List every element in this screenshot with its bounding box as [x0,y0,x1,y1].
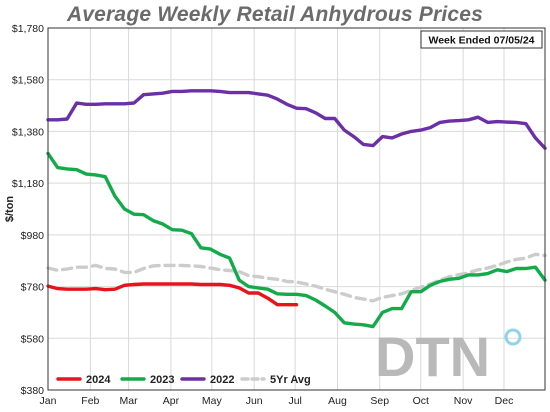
x-tick-label: Nov [454,395,473,407]
legend-item: 2024 [56,374,111,386]
y-tick-label: $580 [21,333,45,345]
plot-border [47,27,546,391]
series-line-2024 [46,282,299,307]
legend-label: 2023 [150,374,174,386]
annotation-text: Week Ended 07/05/24 [428,35,534,47]
y-axis-label: $/ton [4,196,16,223]
series-line-5yr-avg [46,252,547,303]
legend-item: 5Yr Avg [240,374,311,386]
week-ended-annotation: Week Ended 07/05/24 [420,30,543,49]
x-tick-label: Dec [495,395,514,407]
legend-label: 2024 [86,374,111,386]
x-tick-label: May [202,395,223,407]
y-tick-label: $780 [21,282,45,294]
legend-label: 2022 [210,374,234,386]
legend-item: 2023 [120,374,174,386]
chart-title: Average Weekly Retail Anhydrous Prices [66,3,484,26]
dtn-logo: DTN [375,325,490,388]
legend-label: 5Yr Avg [270,374,311,386]
y-tick-label: $1,380 [12,126,44,138]
dtn-logo-dot [504,328,522,346]
plot-area [48,28,545,390]
annotation-box [420,30,543,49]
x-tick-label: Oct [413,395,429,407]
x-tick-label: Apr [163,395,180,407]
x-tick-label: Sep [370,395,389,407]
x-tick-label: Mar [120,395,139,407]
y-tick-label: $980 [21,230,45,242]
x-tick-label: Jan [40,395,57,407]
x-tick-label: Jun [246,395,263,407]
y-tick-label: $1,180 [12,178,44,190]
x-tick-label: Aug [328,395,347,407]
series-line-2023 [46,151,547,329]
y-tick-label: $1,580 [12,75,44,87]
y-tick-label: $380 [21,385,45,397]
series-line-2022 [46,89,547,150]
y-tick-label: $1,780 [12,23,44,35]
x-tick-label: Feb [81,395,99,407]
x-tick-label: Jul [288,395,301,407]
legend-item: 2022 [180,374,234,386]
